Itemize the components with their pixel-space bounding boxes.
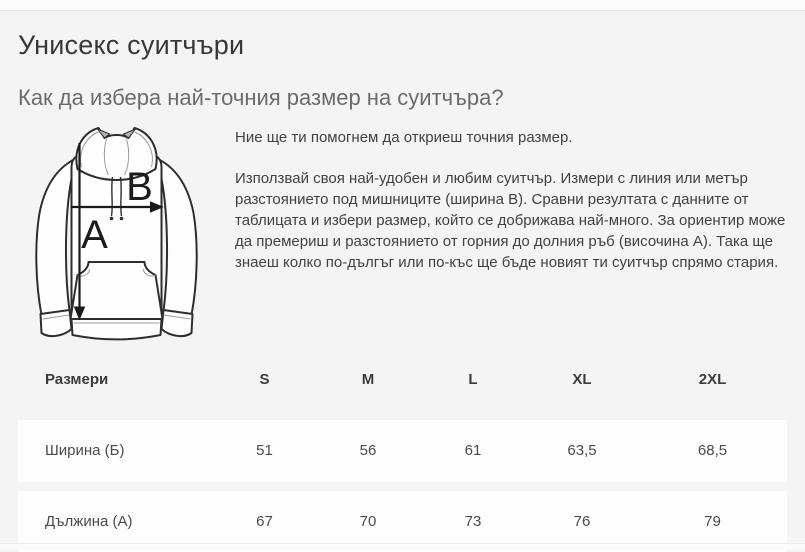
length-l: 73 (464, 512, 482, 530)
neck-seam-right (124, 138, 130, 176)
hood-tip-left (95, 127, 111, 139)
hood-tip-right (122, 127, 138, 139)
hoodie-illustration: A B (35, 126, 198, 341)
guide-text: Ние ще ти помогнем да откриеш точния раз… (235, 123, 787, 350)
length-arrow-a (73, 142, 86, 321)
width-xl: 63,5 (567, 442, 597, 460)
width-arrow-b (70, 201, 164, 213)
hoodie-hem (70, 317, 163, 341)
header-size-l: L (468, 371, 478, 389)
page-subtitle: Как да избера най-точния размер на суитч… (18, 84, 504, 110)
hoodie-left-cuff (39, 308, 73, 338)
row-label-length: Дължина (А) (45, 512, 133, 530)
length-m: 70 (359, 512, 377, 530)
drawstring-tip-left (109, 216, 114, 221)
guide-section: A B Ние ще ти помогнем да откриеш точния… (18, 123, 787, 350)
top-divider (0, 0, 805, 11)
width-2xl: 68,5 (697, 442, 728, 460)
length-s: 67 (256, 512, 273, 530)
hood-seam-right (134, 131, 153, 168)
hoodie-right-cuff (160, 308, 194, 338)
size-table-header-row: Размери S M L XL 2XL (18, 352, 787, 408)
header-size-2xl: 2XL (698, 371, 727, 389)
row-label-width: Ширина (Б) (45, 442, 125, 460)
label-a: A (81, 213, 108, 257)
intro-lead: Ние ще ти помогнем да откриеш точния раз… (235, 128, 573, 146)
cuff-seam-right (163, 314, 191, 320)
hoodie-measurement-diagram: A B (18, 123, 215, 350)
page-title: Унисекс суитчъри (18, 30, 245, 60)
label-b: B (126, 165, 153, 209)
length-2xl: 79 (704, 512, 721, 530)
hoodie-right-sleeve (152, 155, 198, 316)
width-s: 51 (256, 442, 273, 460)
bottom-divider (0, 543, 805, 550)
pocket-seam-right (143, 268, 156, 277)
cuff-seam-left (42, 314, 70, 320)
size-guide-page: Унисекс суитчъри Как да избера най-точни… (0, 30, 805, 552)
size-table: Размери S M L XL 2XL Ширина (Б) 51 56 61… (18, 352, 787, 552)
header-size-s: S (259, 371, 270, 389)
hood-seam-left (80, 131, 99, 168)
header-size-m: M (361, 371, 375, 389)
table-row-width: Ширина (Б) 51 56 61 63,5 68,5 (18, 419, 787, 482)
width-m: 56 (359, 442, 377, 460)
length-xl: 76 (573, 512, 591, 530)
drawstring-left (110, 176, 114, 217)
header-size-xl: XL (572, 371, 592, 389)
hoodie-pocket (69, 260, 164, 320)
table-row-length: Дължина (А) 67 70 73 76 79 (18, 490, 787, 552)
drawstring-tip-right (119, 216, 124, 221)
header-sizes: Размери (45, 371, 109, 389)
drawstring-right (119, 176, 123, 217)
neck-seam-left (103, 138, 109, 176)
width-l: 61 (464, 442, 482, 460)
hoodie-left-sleeve (35, 155, 81, 316)
intro-body: Използвай своя най-удобен и любим суитчъ… (235, 169, 786, 271)
